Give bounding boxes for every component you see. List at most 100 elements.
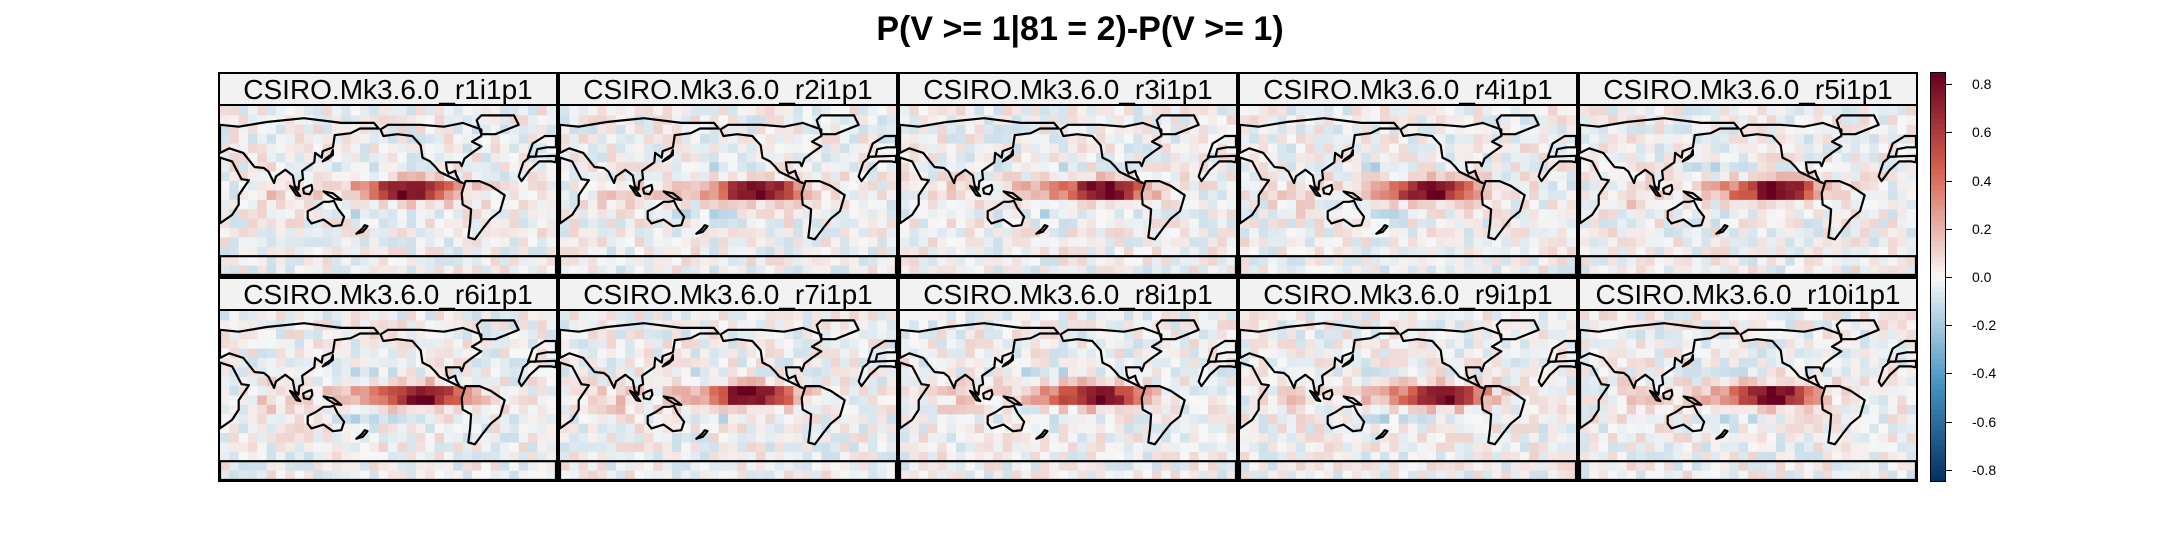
heatmap-cell [1389, 124, 1400, 135]
heatmap-cell [1096, 190, 1106, 201]
heatmap-cell [1226, 311, 1236, 321]
heatmap-cell [1426, 209, 1437, 220]
heatmap-cell [1454, 246, 1465, 257]
heatmap-cell [1645, 199, 1656, 210]
heatmap-cell [350, 470, 361, 480]
heatmap-cell [229, 134, 240, 145]
heatmap-cell [350, 339, 361, 350]
heatmap-cell [434, 386, 445, 397]
heatmap-cell [518, 237, 529, 248]
heatmap-cell [1548, 181, 1558, 192]
heatmap-cell [1305, 209, 1316, 220]
heatmap-cell [756, 423, 766, 434]
heatmap-cell [821, 470, 832, 480]
heatmap-cell [257, 265, 268, 275]
heatmap-cell [1538, 209, 1549, 220]
heatmap-cell [1077, 181, 1088, 192]
heatmap-cell [802, 386, 813, 397]
heatmap-cell [965, 357, 976, 368]
heatmap-cell [984, 152, 994, 163]
heatmap-cell [965, 376, 976, 387]
heatmap-cell [490, 106, 501, 116]
heatmap-cell [616, 339, 626, 350]
heatmap-cell [378, 329, 389, 340]
heatmap-cell [918, 134, 929, 145]
heatmap-cell [1002, 386, 1013, 397]
heatmap-cell [406, 209, 417, 220]
heatmap-cell [1361, 162, 1372, 173]
heatmap-cell [1105, 228, 1116, 239]
heatmap-cell [690, 357, 701, 368]
heatmap-cell [294, 106, 305, 116]
heatmap-cell [416, 367, 426, 378]
heatmap-cell [1766, 218, 1777, 229]
heatmap-cell [718, 367, 729, 378]
heatmap-cell [937, 237, 948, 248]
heatmap-cell [1049, 190, 1060, 201]
heatmap-cell [993, 329, 1004, 340]
heatmap-cell [1258, 106, 1269, 116]
heatmap-cell [756, 395, 766, 406]
heatmap-cell [388, 106, 398, 116]
heatmap-cell [1794, 256, 1805, 267]
heatmap-cell [276, 134, 286, 145]
heatmap-cell [350, 311, 361, 321]
heatmap-cell [1906, 181, 1916, 192]
heatmap-cell [369, 265, 380, 275]
heatmap-cell [500, 246, 510, 257]
heatmap-cell [774, 461, 785, 472]
heatmap-cell [681, 451, 692, 462]
panel-strip-label: CSIRO.Mk3.6.0_r8i1p1 [898, 277, 1238, 311]
heatmap-cell [1645, 256, 1656, 267]
heatmap-cell [774, 451, 785, 462]
heatmap-cell [569, 228, 580, 239]
heatmap-cell [1757, 237, 1768, 248]
heatmap-cell [1813, 246, 1824, 257]
heatmap-cell [444, 181, 454, 192]
heatmap-cell [238, 414, 249, 425]
heatmap-cell [1133, 329, 1144, 340]
heatmap-cell [388, 246, 398, 257]
heatmap-cell [490, 190, 501, 201]
heatmap-cell [481, 367, 492, 378]
heatmap-cell [285, 106, 296, 116]
heatmap-cell [1464, 143, 1474, 154]
heatmap-cell [877, 134, 888, 145]
heatmap-cell [537, 134, 548, 145]
heatmap-cell [1277, 246, 1288, 257]
heatmap-cell [597, 199, 608, 210]
heatmap-cell [993, 171, 1004, 182]
heatmap-cell [1454, 124, 1465, 135]
heatmap-cell [1189, 134, 1200, 145]
heatmap-cell [1217, 265, 1228, 275]
heatmap-cell [840, 320, 850, 331]
heatmap-cell [1557, 246, 1568, 257]
heatmap-cell [569, 404, 580, 415]
heatmap-cell [1538, 124, 1549, 135]
heatmap-cell [248, 237, 258, 248]
heatmap-cell [1580, 190, 1590, 201]
heatmap-cell [472, 228, 482, 239]
heatmap-cell [1492, 256, 1502, 267]
heatmap-cell [490, 451, 501, 462]
heatmap-cell [388, 329, 398, 340]
heatmap-cell [1766, 124, 1777, 135]
heatmap-cell [965, 199, 976, 210]
heatmap-cell [578, 423, 589, 434]
heatmap-cell [518, 228, 529, 239]
heatmap-cell [1258, 209, 1269, 220]
heatmap-cell [1645, 218, 1656, 229]
heatmap-cell [965, 106, 976, 116]
heatmap-cell [1785, 143, 1796, 154]
heatmap-cell [993, 162, 1004, 173]
heatmap-cell [1240, 190, 1250, 201]
heatmap-cell [1776, 265, 1786, 275]
heatmap-cell [1701, 228, 1712, 239]
heatmap-cell [537, 218, 548, 229]
heatmap-cell [350, 265, 361, 275]
heatmap-cell [672, 339, 682, 350]
heatmap-cell [821, 124, 832, 135]
heatmap-cell [518, 404, 529, 415]
heatmap-cell [509, 152, 520, 163]
heatmap-cell [830, 228, 841, 239]
